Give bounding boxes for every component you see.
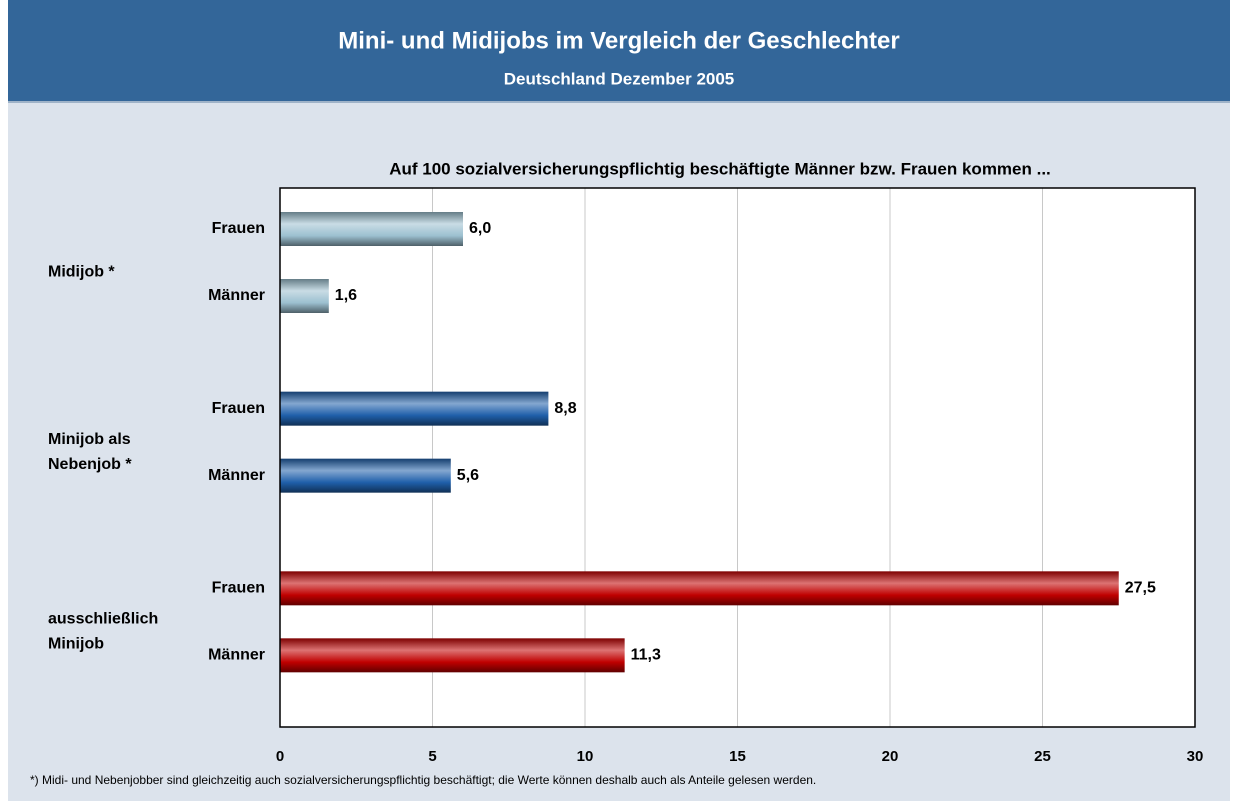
x-tick-label: 20 bbox=[882, 748, 899, 765]
group-label: ausschließlich bbox=[48, 611, 158, 628]
category-label: Männer bbox=[208, 467, 265, 484]
group-label: Minijob als bbox=[48, 431, 131, 448]
category-label: Frauen bbox=[212, 220, 265, 237]
x-tick-label: 5 bbox=[428, 748, 436, 765]
value-label: 5,6 bbox=[457, 467, 479, 484]
bar bbox=[280, 458, 451, 493]
value-label: 6,0 bbox=[469, 220, 491, 237]
x-tick-label: 0 bbox=[276, 748, 284, 765]
x-tick-label: 30 bbox=[1187, 748, 1204, 765]
footnote: *) Midi- und Nebenjobber sind gleichzeit… bbox=[30, 773, 816, 787]
chart-subtitle: Deutschland Dezember 2005 bbox=[504, 69, 735, 88]
bar bbox=[280, 391, 549, 426]
group-label: Minijob bbox=[48, 636, 104, 653]
x-tick-label: 15 bbox=[729, 748, 746, 765]
category-label: Männer bbox=[208, 287, 265, 304]
header-band bbox=[8, 0, 1230, 102]
plot-border bbox=[279, 187, 1196, 728]
value-label: 8,8 bbox=[554, 400, 576, 417]
x-tick-label: 10 bbox=[577, 748, 594, 765]
bar bbox=[280, 638, 625, 673]
group-label: Midijob * bbox=[48, 264, 115, 281]
x-tick-label: 25 bbox=[1034, 748, 1051, 765]
bar bbox=[280, 571, 1119, 606]
chart-title: Mini- und Midijobs im Vergleich der Gesc… bbox=[338, 27, 899, 54]
plot-title: Auf 100 sozialversicherungspflichtig bes… bbox=[389, 159, 1051, 178]
category-label: Männer bbox=[208, 647, 265, 664]
bar bbox=[280, 212, 463, 246]
category-label: Frauen bbox=[212, 400, 265, 417]
group-label: Nebenjob * bbox=[48, 456, 132, 473]
value-label: 27,5 bbox=[1125, 580, 1156, 597]
value-label: 1,6 bbox=[335, 287, 357, 304]
value-label: 11,3 bbox=[631, 647, 661, 664]
bar bbox=[280, 279, 329, 313]
category-label: Frauen bbox=[212, 580, 265, 597]
